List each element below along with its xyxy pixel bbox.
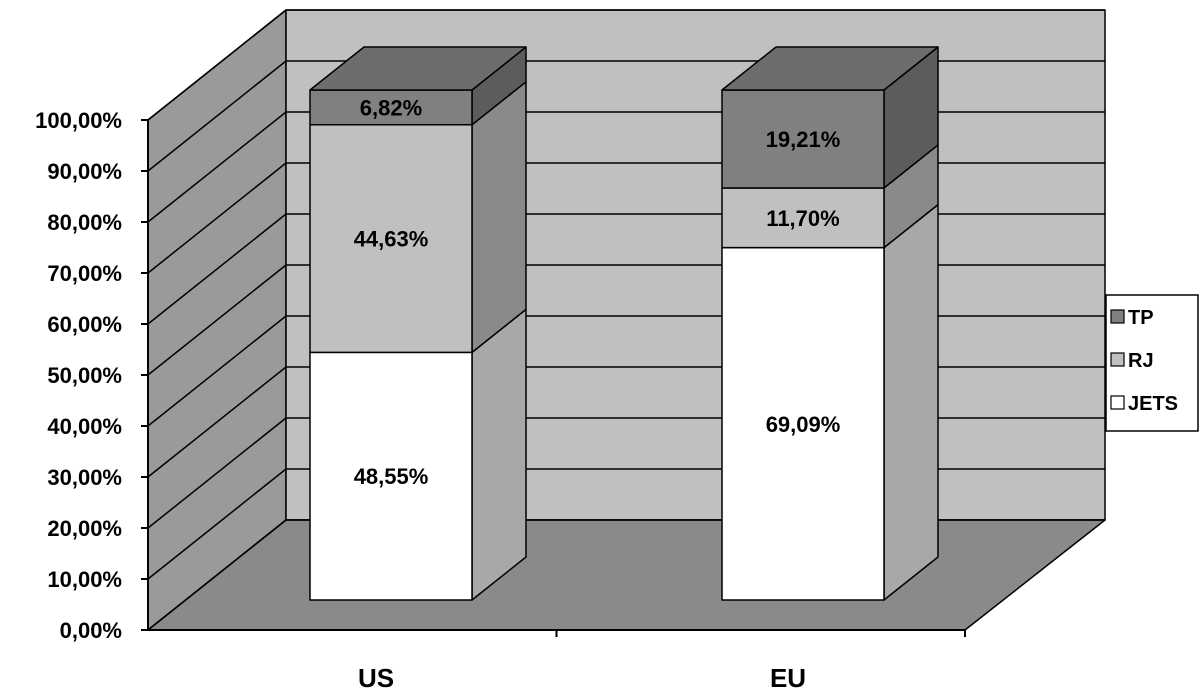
legend-label-tp: TP [1128, 307, 1154, 329]
y-tick-label: 80,00% [47, 210, 122, 235]
y-tick-label: 20,00% [47, 516, 122, 541]
y-tick-label: 70,00% [47, 261, 122, 286]
bar-side-jets [883, 203, 939, 601]
gridline-side [147, 162, 287, 274]
y-tick-label: 30,00% [47, 465, 122, 490]
data-label: 19,21% [766, 127, 841, 152]
floor [147, 519, 1106, 631]
data-label: 11,70% [766, 206, 839, 231]
gridline-side [147, 519, 287, 631]
gridline-side [147, 264, 287, 376]
y-tick-label: 60,00% [47, 312, 122, 337]
bar-side-rj [471, 81, 527, 354]
y-tick-label: 10,00% [47, 567, 122, 592]
legend-swatch-rj [1110, 352, 1125, 367]
gridline-side [147, 417, 287, 529]
y-tick-label: 0,00% [60, 618, 122, 643]
data-label: 69,09% [766, 412, 841, 437]
gridline-side [147, 9, 287, 121]
gridline-side [147, 366, 287, 478]
x-category-label: EU [770, 663, 806, 692]
gridline-side [147, 60, 287, 172]
y-tick-label: 90,00% [47, 159, 122, 184]
data-label: 48,55% [354, 464, 429, 489]
y-tick-label: 40,00% [47, 414, 122, 439]
legend-swatch-jets [1110, 395, 1125, 410]
gridline-side [147, 315, 287, 427]
y-tick-label: 100,00% [35, 108, 122, 133]
legend-label-jets: JETS [1128, 393, 1178, 415]
y-tick-label: 50,00% [47, 363, 122, 388]
gridline-side [147, 111, 287, 223]
bar-top-face [309, 46, 527, 91]
bar-top-face [721, 46, 939, 91]
data-label: 6,82% [360, 95, 422, 120]
gridline-side [147, 213, 287, 325]
data-label: 44,63% [354, 227, 429, 252]
legend-label-rj: RJ [1128, 350, 1154, 372]
gridline-side [147, 468, 287, 580]
legend-swatch-tp [1110, 309, 1125, 324]
bar-side-jets [471, 308, 527, 601]
x-category-label: US [358, 663, 394, 692]
